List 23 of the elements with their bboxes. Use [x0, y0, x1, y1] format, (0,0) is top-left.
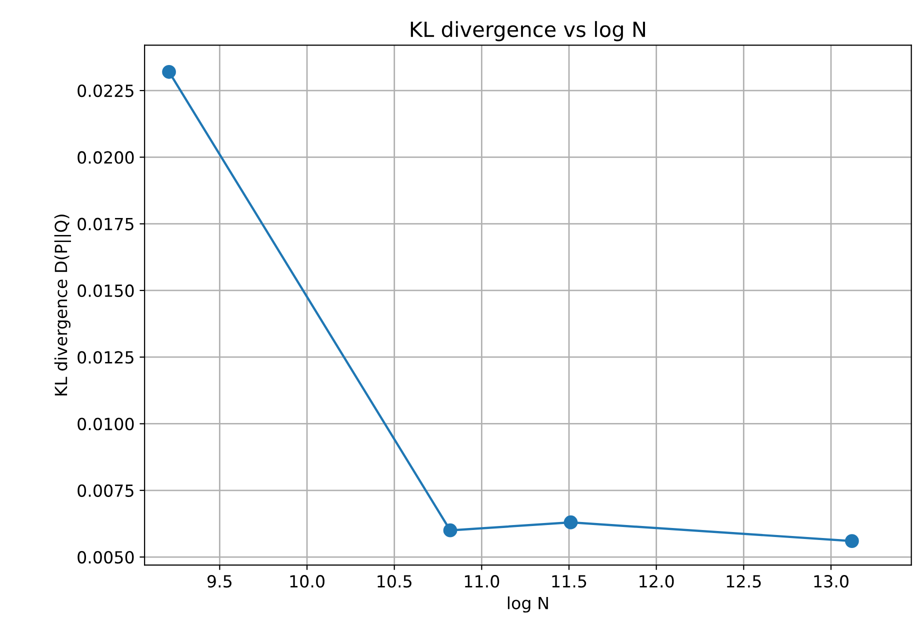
y-tick-label: 0.0200	[78, 151, 134, 164]
x-tick-label: 11.5	[552, 575, 586, 588]
point	[564, 515, 578, 530]
x-tick-label: 10.0	[290, 575, 324, 588]
x-tick-label: 12.5	[726, 575, 761, 588]
y-tick-label: 0.0225	[78, 84, 134, 98]
x-tick-label: 13.0	[814, 575, 848, 588]
x-tick-label: 11.0	[464, 575, 500, 588]
x-tick-label: 10.5	[378, 575, 412, 588]
chart-title: KL divergence vs log N	[410, 21, 645, 42]
x-tick-label: 9.5	[207, 575, 232, 588]
y-tick-label: 0.0075	[78, 484, 134, 497]
y-axis-title: KL divergence D(P||Q)	[54, 214, 71, 396]
point	[845, 534, 859, 548]
y-tick-label: 0.0150	[78, 284, 134, 298]
y-tick-label: 0.0050	[78, 550, 134, 564]
y-tick-label: 0.0125	[78, 351, 134, 364]
point	[443, 523, 458, 538]
x-tick-label: 12.0	[640, 575, 674, 588]
x-axis-title: log N	[508, 596, 548, 613]
y-tick-label: 0.0100	[78, 418, 134, 430]
y-tick-label: 0.0175	[78, 218, 134, 230]
point	[162, 64, 176, 79]
